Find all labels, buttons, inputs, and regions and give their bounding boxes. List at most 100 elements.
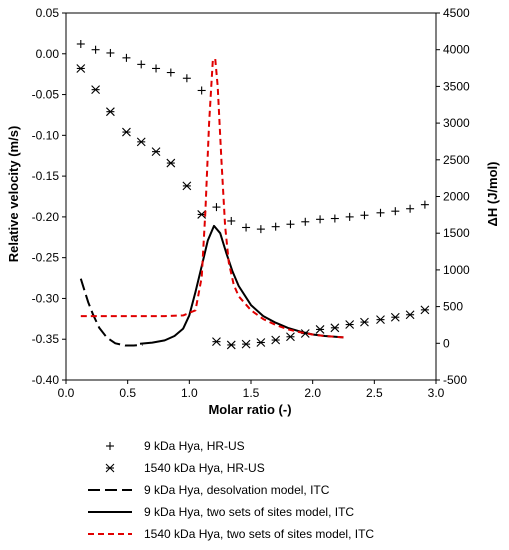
data-point [330,214,339,223]
data-point [256,225,265,234]
legend-item: 1540 kDa Hya, HR-US [105,461,265,475]
right-y-tick-label: 3000 [443,116,470,130]
x-tick-label: 2.5 [366,386,383,400]
series-line [79,278,143,347]
data-point [406,204,415,213]
left-y-tick-label: -0.40 [32,373,60,387]
left-y-tick-label: -0.10 [32,128,60,142]
data-point [182,181,192,191]
left-y-tick-label: -0.15 [32,169,60,183]
x-tick-label: 2.0 [304,386,321,400]
data-point [376,315,385,325]
data-point [76,64,86,73]
data-point [345,320,355,329]
data-point [286,332,295,342]
right-y-axis-ticks: 4500 4000 3500 3000 2500 2000 1500 1000 500 0 -500 [436,6,470,387]
left-y-tick-label: -0.25 [32,251,60,265]
x-tick-label: 0.0 [58,386,75,400]
right-y-tick-label: 1500 [443,226,470,240]
data-point [212,203,221,212]
right-y-tick-label: 3500 [443,79,470,93]
series-3 [79,278,143,347]
legend-item: 9 kDa Hya, two sets of sites model, ITC [88,505,354,519]
x-tick-label: 3.0 [428,386,445,400]
x-tick-label: 1.0 [181,386,198,400]
legend-label: 9 kDa Hya, desolvation model, ITC [144,483,330,497]
legend-plus-icon [106,442,114,450]
data-point [106,107,115,117]
x-axis-label: Molar ratio (-) [208,402,291,417]
data-point [197,86,206,95]
data-point [316,215,325,224]
data-point [315,325,325,334]
data-point [226,340,236,350]
right-y-tick-label: 4500 [443,6,470,20]
data-point [242,223,251,232]
x-axis-ticks: 0.0 0.5 1.0 1.5 2.0 2.5 3.0 [58,380,445,400]
data-point [390,312,400,322]
legend: 9 kDa Hya, HR-US 1540 kDa Hya, HR-US 9 kDa… [88,439,374,541]
data-point [286,220,295,229]
data-point [330,323,340,333]
left-y-tick-label: -0.20 [32,210,60,224]
legend-label: 9 kDa Hya, HR-US [144,439,245,453]
left-y-axis-ticks: 0.05 0.00 -0.05 -0.10 -0.15 -0.20 -0.25 -0.30 -0… [32,6,66,387]
data-point [420,305,430,315]
right-y-tick-label: 1000 [443,263,470,277]
legend-label: 1540 kDa Hya, HR-US [144,461,265,475]
left-y-axis-label: Relative velocity (m/s) [6,126,21,263]
data-point [182,74,191,83]
data-point [376,208,385,217]
data-point [360,317,369,327]
left-y-tick-label: 0.00 [36,47,60,61]
series-layer [76,39,430,350]
legend-label: 1540 kDa Hya, two sets of sites model, I… [144,527,374,541]
data-point [212,337,221,347]
right-y-axis-label: ΔH (J/mol) [485,162,500,227]
data-point [256,338,266,347]
data-point [271,335,281,345]
series-5 [80,57,344,339]
data-point [122,127,131,137]
left-y-tick-label: 0.05 [36,6,60,20]
data-point [152,64,161,73]
x-tick-label: 0.5 [119,386,136,400]
data-point [405,310,415,320]
data-point [122,53,131,62]
data-point [301,217,310,226]
data-point [420,200,429,209]
right-y-tick-label: 2500 [443,153,470,167]
series-1 [76,39,429,234]
x-tick-label: 1.5 [243,386,260,400]
series-4 [139,224,344,345]
right-y-tick-label: 4000 [443,43,470,57]
data-point [91,45,100,54]
data-point [271,222,280,231]
legend-item: 9 kDa Hya, HR-US [106,439,245,453]
right-y-tick-label: 500 [443,300,463,314]
data-point [136,137,146,147]
data-point [106,48,115,57]
data-point [137,60,146,69]
series-line [80,57,344,339]
data-point [227,216,236,225]
right-y-tick-label: 0 [443,336,450,350]
data-point [91,85,100,95]
legend-label: 9 kDa Hya, two sets of sites model, ITC [144,505,354,519]
series-line [139,224,344,345]
plot-frame [65,12,437,381]
left-y-tick-label: -0.30 [32,291,60,305]
right-y-tick-label: -500 [443,373,467,387]
data-point [241,339,251,349]
left-y-tick-label: -0.35 [32,332,60,346]
data-point [345,212,354,221]
left-y-tick-label: -0.05 [32,88,60,102]
data-point [360,211,369,220]
data-point [391,207,400,216]
legend-asterisk-icon [105,463,115,473]
plot-border [65,12,437,381]
data-point [166,68,175,77]
right-y-tick-label: 2000 [443,190,470,204]
data-point [151,147,161,157]
